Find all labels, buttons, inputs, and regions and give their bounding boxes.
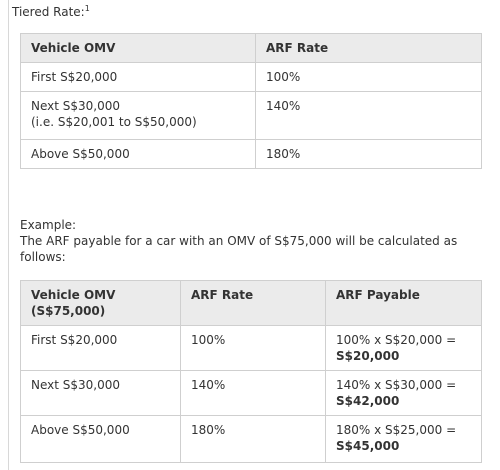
cell: 140%: [255, 91, 482, 140]
footnote-mark: 1: [84, 4, 90, 13]
example: Example: The ARF payable for a car with …: [20, 217, 490, 265]
cell: First S$20,000: [20, 325, 181, 371]
cell-text: (i.e. S$20,001 to S$50,000): [31, 115, 197, 129]
cell-text: First S$20,000: [31, 70, 118, 84]
header-cell: Vehicle OMV (S$75,000): [20, 280, 181, 326]
cell: 180%: [255, 139, 482, 169]
cell: 140%: [180, 370, 326, 416]
example-label: Example:: [20, 218, 77, 232]
header-cell: ARF Payable: [325, 280, 482, 326]
content-frame: [8, 0, 500, 470]
cell: Next S$30,000: [20, 370, 181, 416]
cell: Next S$30,000 (i.e. S$20,001 to S$50,000): [20, 91, 256, 140]
formula: 140% x S$30,000 =: [336, 378, 457, 392]
example-text: The ARF payable for a car with an OMV of…: [20, 234, 458, 264]
cell-text: Above S$50,000: [31, 147, 130, 161]
header-text: (S$75,000): [31, 304, 106, 318]
header-cell: ARF Rate: [255, 33, 482, 63]
tiered-table: Vehicle OMV ARF Rate First S$20,000 100%…: [20, 33, 482, 169]
cell: 180%: [180, 415, 326, 463]
cell: 100%: [255, 62, 482, 92]
result: S$20,000: [336, 349, 400, 363]
cell: First S$20,000: [20, 62, 256, 92]
formula: 180% x S$25,000 =: [336, 423, 457, 437]
header-cell: Vehicle OMV: [20, 33, 256, 63]
cell: 100% x S$20,000 = S$20,000: [325, 325, 482, 371]
cell-text: Next S$30,000: [31, 99, 121, 113]
cell: 140% x S$30,000 = S$42,000: [325, 370, 482, 416]
result: S$42,000: [336, 394, 400, 408]
formula: 100% x S$20,000 =: [336, 333, 457, 347]
header-text: Vehicle OMV: [31, 288, 116, 302]
cell: Above S$50,000: [20, 415, 181, 463]
tiered-heading: Tiered Rate:1: [12, 4, 90, 19]
heading-text: Tiered Rate:: [12, 5, 85, 19]
header-cell: ARF Rate: [180, 280, 326, 326]
cell: 180% x S$25,000 = S$45,000: [325, 415, 482, 463]
result: S$45,000: [336, 439, 400, 453]
cell: Above S$50,000: [20, 139, 256, 169]
cell: 100%: [180, 325, 326, 371]
example-table: Vehicle OMV (S$75,000) ARF Rate ARF Payab…: [20, 280, 482, 463]
